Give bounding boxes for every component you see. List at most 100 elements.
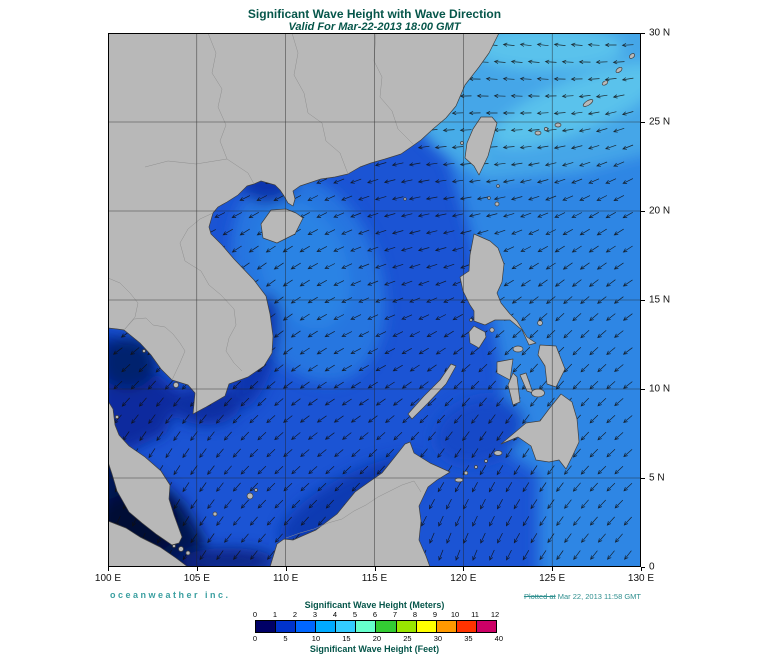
wave-direction-arrow: [393, 431, 403, 441]
wave-direction-arrow: [358, 331, 370, 337]
wave-direction-arrow: [589, 313, 599, 322]
wave-direction-arrow: [391, 196, 404, 201]
wave-direction-arrow: [307, 330, 318, 338]
wave-direction-arrow: [451, 213, 464, 218]
wave-direction-arrow: [409, 263, 421, 269]
meters-tick-label: 6: [372, 610, 378, 619]
wave-direction-arrow: [367, 415, 378, 423]
wave-direction-arrow: [446, 498, 452, 510]
wave-direction-arrow: [512, 363, 522, 373]
wave-direction-arrow: [165, 448, 173, 459]
wave-direction-arrow: [334, 482, 344, 492]
wave-direction-arrow: [291, 499, 301, 509]
wave-direction-arrow: [537, 279, 548, 287]
wave-direction-arrow: [265, 245, 276, 253]
wave-direction-arrow: [410, 431, 420, 441]
wave-direction-arrow: [451, 110, 464, 116]
wave-direction-arrow: [443, 330, 454, 338]
wave-direction-arrow: [290, 262, 301, 270]
wave-direction-arrow: [476, 93, 489, 99]
wave-direction-arrow: [604, 77, 617, 82]
wave-direction-arrow: [273, 195, 285, 201]
wave-direction-arrow: [425, 162, 438, 167]
wave-direction-arrow: [519, 42, 532, 47]
wave-direction-arrow: [376, 465, 385, 475]
wave-direction-arrow: [231, 245, 242, 253]
meters-tick-label: 3: [312, 610, 318, 619]
wave-direction-arrow: [573, 550, 581, 561]
wave-direction-arrow: [502, 179, 515, 184]
wave-direction-arrow: [392, 364, 403, 372]
wave-direction-arrow: [350, 415, 361, 423]
wave-direction-arrow: [283, 449, 293, 458]
plotted-datetime: Mar 22, 2013 11:58 GMT: [557, 592, 641, 601]
wave-direction-arrow: [375, 331, 387, 337]
wave-direction-arrow: [408, 162, 421, 167]
wave-direction-arrow: [190, 533, 198, 544]
wave-direction-arrow: [580, 330, 590, 339]
wave-direction-arrow: [606, 347, 616, 355]
colorbar-segment: [436, 621, 457, 632]
wave-direction-arrow: [580, 431, 590, 441]
wave-direction-arrow: [503, 279, 514, 287]
wave-direction-arrow: [240, 499, 249, 509]
wave-direction-arrow: [350, 314, 362, 320]
wave-direction-arrow: [510, 128, 523, 133]
wave-direction-arrow: [324, 229, 336, 235]
feet-tick-label: 25: [403, 634, 412, 643]
tick-mark: [285, 567, 287, 571]
wave-direction-arrow: [199, 448, 207, 459]
wave-direction-arrow: [519, 76, 532, 81]
wave-direction-arrow: [530, 499, 538, 510]
wave-direction-arrow: [606, 415, 616, 424]
wave-direction-arrow: [513, 499, 521, 510]
wave-direction-arrow: [493, 93, 506, 99]
wave-direction-arrow: [571, 245, 582, 253]
wave-direction-arrow: [375, 364, 386, 372]
wave-direction-arrow: [112, 347, 123, 355]
wave-direction-arrow: [173, 465, 181, 476]
y-tick-label: 15 N: [649, 294, 671, 306]
wave-direction-arrow: [622, 245, 633, 253]
wave-direction-arrow: [588, 279, 599, 287]
wave-direction-arrow: [621, 77, 634, 82]
wave-direction-arrow: [579, 161, 591, 167]
wave-direction-arrow: [529, 397, 538, 407]
wave-direction-arrow: [597, 364, 607, 373]
meters-tick-label: 9: [432, 610, 438, 619]
wave-direction-arrow: [367, 212, 379, 218]
wave-direction-arrow: [283, 415, 293, 423]
x-tick-label: 115 E: [361, 573, 388, 584]
wave-direction-arrow: [623, 516, 632, 526]
wave-direction-arrow: [434, 179, 447, 184]
wave-direction-arrow: [307, 195, 319, 201]
wave-direction-arrow: [442, 230, 455, 235]
wave-direction-arrow: [358, 263, 370, 269]
wave-direction-arrow: [367, 314, 379, 320]
wave-direction-arrow: [341, 229, 353, 235]
feet-tick-label: 0: [252, 634, 258, 643]
wave-direction-arrow: [429, 532, 435, 544]
wave-direction-arrow: [282, 279, 293, 287]
wave-direction-arrow: [613, 161, 625, 167]
wave-direction-arrow: [489, 549, 495, 561]
y-tick-label: 30 N: [649, 27, 671, 39]
wave-direction-arrow: [190, 431, 198, 442]
wave-direction-arrow: [223, 499, 232, 509]
wave-direction-arrow: [425, 196, 438, 201]
wave-direction-arrow: [317, 516, 326, 526]
wave-direction-arrow: [333, 280, 345, 286]
wave-direction-arrow: [590, 550, 598, 560]
wave-direction-arrow: [546, 329, 556, 339]
wave-direction-arrow: [358, 229, 370, 235]
wave-direction-arrow: [283, 482, 293, 492]
wave-direction-arrow: [249, 448, 259, 458]
x-tick-label: 125 E: [539, 573, 566, 584]
wave-direction-arrow: [502, 110, 515, 116]
wave-direction-arrow: [519, 179, 532, 184]
legend-feet-ticks: 0 5 10 15 20 25 30 35 40: [252, 634, 505, 643]
wave-direction-arrow: [376, 432, 386, 441]
wave-direction-arrow: [299, 381, 310, 389]
wave-direction-arrow: [249, 516, 258, 526]
feet-tick-label: 35: [464, 634, 473, 643]
